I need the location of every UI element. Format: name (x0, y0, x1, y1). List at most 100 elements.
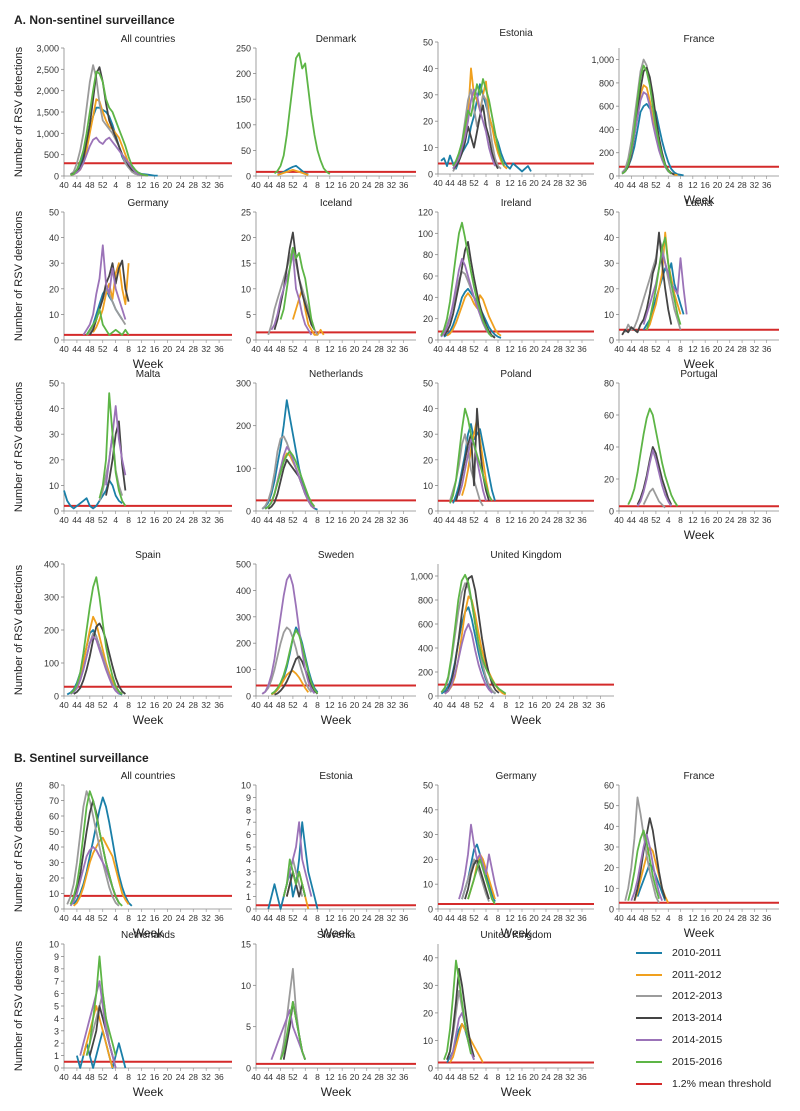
x-tick-label: 24 (725, 180, 735, 190)
y-tick-label: 50 (604, 208, 614, 218)
x-tick-label: 52 (98, 1072, 108, 1082)
series-line-2014-2015 (636, 449, 673, 507)
x-tick-label: 12 (325, 344, 335, 354)
y-tick-label: 0 (54, 905, 59, 915)
series-line-2010-2011 (63, 479, 123, 510)
x-tick-label: 44 (72, 180, 82, 190)
x-tick-label: 28 (374, 515, 384, 525)
x-tick-label: 12 (137, 700, 147, 710)
y-tick-label: 40 (604, 822, 614, 832)
x-tick-label: 52 (651, 180, 661, 190)
x-tick-label: 24 (541, 913, 551, 923)
y-tick-label: 15 (241, 940, 251, 950)
x-tick-label: 8 (496, 515, 501, 525)
y-tick-label: 20 (49, 455, 59, 465)
x-tick-label: 52 (98, 515, 108, 525)
y-tick-label: 3,000 (36, 44, 59, 54)
series-line-2015-2016 (264, 450, 316, 510)
x-tick-label: 4 (666, 913, 671, 923)
y-tick-label: 100 (236, 120, 251, 130)
x-tick-label: 20 (350, 913, 360, 923)
x-tick-label: 4 (303, 700, 308, 710)
y-tick-label: 120 (418, 208, 433, 218)
y-axis-label: Number of RSV detections (13, 46, 25, 177)
x-tick-label: 28 (553, 344, 563, 354)
x-tick-label: 4 (666, 515, 671, 525)
series-line-2013-2014 (105, 420, 127, 496)
x-tick-label: 32 (387, 700, 397, 710)
y-tick-label: 600 (599, 102, 614, 112)
x-tick-label: 44 (447, 700, 457, 710)
y-tick-label: 2,500 (36, 65, 59, 75)
x-tick-label: 40 (251, 700, 261, 710)
legend-item: 2015-2016 (636, 1051, 796, 1073)
y-tick-label: 9 (246, 793, 251, 803)
x-tick-label: 52 (474, 700, 484, 710)
series-line-2012-2013 (624, 236, 682, 333)
y-tick-label: 3 (246, 867, 251, 877)
x-tick-label: 12 (325, 1072, 335, 1082)
x-tick-label: 32 (565, 1072, 575, 1082)
y-tick-label: 3 (54, 1026, 59, 1036)
y-tick-label: 0 (609, 172, 614, 182)
series-line-2014-2015 (630, 833, 663, 902)
x-axis-label: Week (133, 357, 164, 371)
chart-title: United Kingdom (490, 550, 561, 561)
x-tick-label: 20 (529, 178, 539, 188)
x-tick-label: 12 (505, 1072, 515, 1082)
y-tick-label: 20 (423, 117, 433, 127)
series-line-2014-2015 (642, 252, 688, 325)
x-tick-label: 48 (85, 913, 95, 923)
chart-title: Sweden (318, 550, 354, 561)
x-tick-label: 40 (614, 180, 624, 190)
legend-label: 2012-2013 (672, 990, 723, 1003)
x-tick-label: 16 (150, 515, 160, 525)
y-tick-label: 0 (609, 507, 614, 517)
x-tick-label: 48 (85, 515, 95, 525)
x-tick-label: 4 (484, 178, 489, 188)
x-tick-label: 16 (337, 344, 347, 354)
x-tick-label: 44 (72, 700, 82, 710)
x-tick-label: 24 (541, 1072, 551, 1082)
x-tick-label: 36 (399, 180, 409, 190)
series-line-2012-2013 (642, 487, 666, 509)
y-tick-label: 10 (241, 284, 251, 294)
x-tick-label: 12 (505, 344, 515, 354)
x-tick-label: 48 (276, 180, 286, 190)
x-tick-label: 28 (553, 515, 563, 525)
y-tick-label: 1,500 (36, 108, 59, 118)
x-tick-label: 4 (484, 515, 489, 525)
x-tick-label: 16 (337, 1072, 347, 1082)
y-tick-label: 5 (246, 310, 251, 320)
legend: 2010-2011 2011-2012 2012-2013 2013-2014 2014… (636, 942, 796, 1095)
series-line-2015-2016 (645, 236, 682, 331)
x-tick-label: 52 (469, 1072, 479, 1082)
y-tick-label: 10 (604, 310, 614, 320)
x-tick-label: 12 (137, 1072, 147, 1082)
x-tick-label: 28 (374, 180, 384, 190)
y-tick-label: 60 (423, 272, 433, 282)
x-axis-label: Week (133, 713, 164, 727)
x-tick-label: 20 (350, 180, 360, 190)
y-tick-label: 10 (49, 940, 59, 950)
y-tick-label: 300 (236, 379, 251, 389)
x-tick-label: 12 (137, 180, 147, 190)
x-tick-label: 8 (496, 1072, 501, 1082)
section-b-title: B. Sentinel surveillance (14, 751, 149, 765)
x-tick-label: 4 (303, 180, 308, 190)
y-tick-label: 30 (423, 430, 433, 440)
series-line-2014-2015 (444, 623, 493, 695)
y-tick-label: 10 (604, 884, 614, 894)
x-tick-label: 48 (276, 700, 286, 710)
series-line-2012-2013 (261, 626, 313, 695)
x-tick-label: 12 (505, 913, 515, 923)
x-tick-label: 32 (750, 913, 760, 923)
y-tick-label: 10 (423, 880, 433, 890)
x-tick-label: 12 (137, 515, 147, 525)
y-tick-label: 80 (423, 250, 433, 260)
x-tick-label: 40 (433, 515, 443, 525)
y-tick-label: 9 (54, 952, 59, 962)
